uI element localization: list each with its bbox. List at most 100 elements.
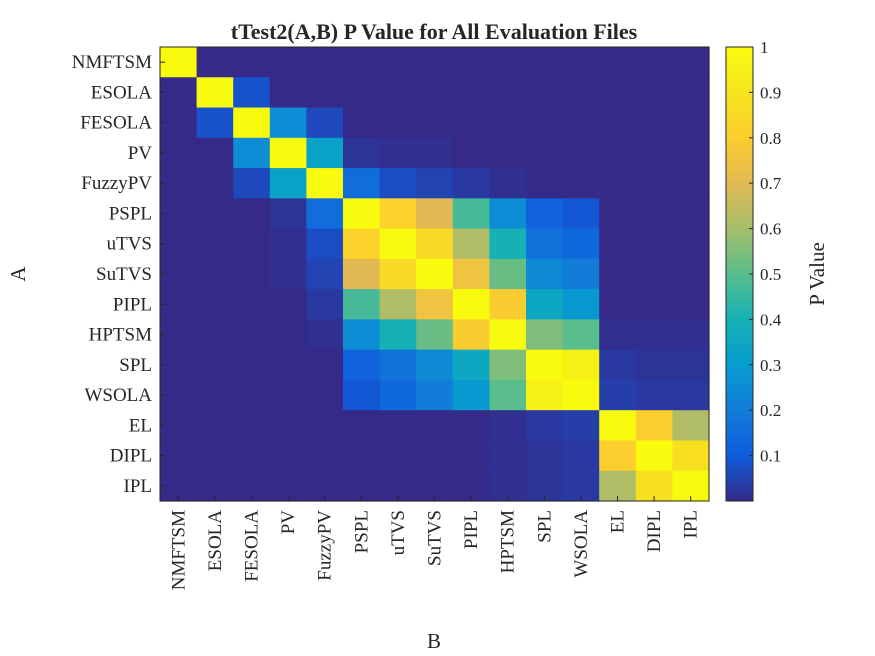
heatmap-cell-EL-PV <box>269 410 307 442</box>
y-tick-label: PV <box>128 143 153 164</box>
heatmap-cell-PSPL-SPL <box>526 198 564 230</box>
heatmap-cell-FESOLA-PV <box>269 107 307 139</box>
heatmap-cell-PSPL-WSOLA <box>562 198 600 230</box>
heatmap-cell-PIPL-SuTVS <box>416 289 454 320</box>
heatmap-cell-FuzzyPV-ESOLA <box>196 168 234 199</box>
x-tick-label: IPL <box>681 510 702 539</box>
x-tick-labels: NMFTSM ESOLA FESOLA PV FuzzyPV PSPL uTVS SuTVS P… <box>168 496 702 590</box>
x-tick-label: ESOLA <box>205 510 226 572</box>
heatmap-cell-PSPL-SuTVS <box>416 198 454 230</box>
colorbar-label: P Value <box>805 242 829 306</box>
heatmap-cell-PV-IPL <box>672 137 710 169</box>
heatmap-cell-uTVS-HPTSM <box>489 228 527 260</box>
colorbar-tick-label: 0.7 <box>760 174 782 193</box>
heatmap-cell-ESOLA-uTVS <box>379 77 417 109</box>
heatmap-cell-SuTVS-uTVS <box>379 258 417 290</box>
y-tick-labels: NMFTSM ESOLA FESOLA PV FuzzyPV PSPL uTVS SuTVS P… <box>72 52 165 497</box>
heatmap-cell-DIPL-HPTSM <box>489 440 527 472</box>
heatmap-cell-EL-DIPL <box>635 410 673 442</box>
heatmap-cell-SuTVS-IPL <box>672 258 710 290</box>
heatmap-cell-WSOLA-DIPL <box>635 379 673 411</box>
heatmap-cell-SPL-NMFTSM <box>160 349 198 381</box>
y-tick-label: FESOLA <box>80 113 152 134</box>
heatmap-cell-PV-HPTSM <box>489 137 527 169</box>
colorbar-tick-label: 0.5 <box>760 265 781 284</box>
heatmap-cell-DIPL-FESOLA <box>233 440 271 472</box>
heatmap-cell-uTVS-NMFTSM <box>160 228 198 260</box>
heatmap-cell-WSOLA-SuTVS <box>416 379 454 411</box>
heatmap-cell-SuTVS-FESOLA <box>233 258 271 290</box>
heatmap-cell-WSOLA-SPL <box>526 379 564 411</box>
heatmap-cell-PIPL-FESOLA <box>233 289 271 320</box>
heatmap-cell-HPTSM-ESOLA <box>196 319 234 351</box>
heatmap-cell-WSOLA-EL <box>599 379 637 411</box>
heatmap-cell-ESOLA-PSPL <box>343 77 381 109</box>
heatmap-cell-FuzzyPV-IPL <box>672 168 710 199</box>
heatmap-cell-PSPL-DIPL <box>635 198 673 230</box>
heatmap-cell-ESOLA-EL <box>599 77 637 109</box>
heatmap-cell-PV-FESOLA <box>233 137 271 169</box>
heatmap-cell-PIPL-uTVS <box>379 289 417 320</box>
heatmap-cell-uTVS-SPL <box>526 228 564 260</box>
heatmap-cell-NMFTSM-EL <box>599 47 637 78</box>
heatmap-cell-uTVS-FESOLA <box>233 228 271 260</box>
heatmap-cell-EL-HPTSM <box>489 410 527 442</box>
heatmap-cell-FuzzyPV-uTVS <box>379 168 417 199</box>
heatmap-cell-FuzzyPV-SPL <box>526 168 564 199</box>
heatmap-cell-SPL-IPL <box>672 349 710 381</box>
heatmap-cell-EL-IPL <box>672 410 710 442</box>
heatmap-cell-DIPL-ESOLA <box>196 440 234 472</box>
heatmap-cell-SuTVS-WSOLA <box>562 258 600 290</box>
heatmap-cell-SuTVS-HPTSM <box>489 258 527 290</box>
heatmap-cells <box>160 47 710 502</box>
y-tick-label: PIPL <box>113 294 152 315</box>
heatmap-cell-DIPL-PIPL <box>452 440 490 472</box>
y-tick-label: IPL <box>124 476 153 497</box>
heatmap-cell-FuzzyPV-PV <box>269 168 307 199</box>
colorbar <box>725 46 754 502</box>
heatmap-cell-SPL-EL <box>599 349 637 381</box>
heatmap-cell-PIPL-NMFTSM <box>160 289 198 320</box>
heatmap-cell-PSPL-IPL <box>672 198 710 230</box>
heatmap-cell-HPTSM-uTVS <box>379 319 417 351</box>
heatmap-cell-HPTSM-PIPL <box>452 319 490 351</box>
heatmap-cell-HPTSM-WSOLA <box>562 319 600 351</box>
heatmap-cell-FESOLA-uTVS <box>379 107 417 139</box>
heatmap-cell-PSPL-NMFTSM <box>160 198 198 230</box>
heatmap-cell-PV-PSPL <box>343 137 381 169</box>
heatmap-cell-FuzzyPV-WSOLA <box>562 168 600 199</box>
heatmap-cell-SuTVS-SuTVS <box>416 258 454 290</box>
heatmap-cell-EL-FuzzyPV <box>306 410 344 442</box>
heatmap-cell-NMFTSM-uTVS <box>379 47 417 78</box>
colorbar-tick-label: 0.9 <box>760 83 781 102</box>
heatmap-cell-WSOLA-FuzzyPV <box>306 379 344 411</box>
heatmap-cell-FuzzyPV-PSPL <box>343 168 381 199</box>
heatmap-cell-EL-PIPL <box>452 410 490 442</box>
chart-title: tTest2(A,B) P Value for All Evaluation F… <box>231 19 638 44</box>
y-tick-label: FuzzyPV <box>81 173 152 194</box>
x-tick-label: uTVS <box>388 510 409 555</box>
x-tick-label: FESOLA <box>242 510 263 582</box>
heatmap-cell-SuTVS-EL <box>599 258 637 290</box>
heatmap-cell-PSPL-uTVS <box>379 198 417 230</box>
heatmap-cell-SPL-PSPL <box>343 349 381 381</box>
heatmap-cell-SuTVS-SPL <box>526 258 564 290</box>
heatmap-cell-ESOLA-WSOLA <box>562 77 600 109</box>
heatmap-cell-PSPL-PIPL <box>452 198 490 230</box>
heatmap-cell-PSPL-FuzzyPV <box>306 198 344 230</box>
heatmap-cell-NMFTSM-FESOLA <box>233 47 271 78</box>
heatmap-cell-DIPL-IPL <box>672 440 710 472</box>
heatmap-cell-DIPL-uTVS <box>379 440 417 472</box>
heatmap-cell-HPTSM-FESOLA <box>233 319 271 351</box>
y-tick-label: EL <box>129 415 152 436</box>
heatmap-cell-DIPL-NMFTSM <box>160 440 198 472</box>
y-tick-label: NMFTSM <box>72 52 152 73</box>
heatmap-cell-FESOLA-SuTVS <box>416 107 454 139</box>
heatmap-cell-PIPL-DIPL <box>635 289 673 320</box>
heatmap-cell-HPTSM-HPTSM <box>489 319 527 351</box>
heatmap-cell-HPTSM-DIPL <box>635 319 673 351</box>
heatmap-cell-uTVS-PIPL <box>452 228 490 260</box>
heatmap-cell-WSOLA-uTVS <box>379 379 417 411</box>
y-axis-label: A <box>6 266 30 282</box>
heatmap-cell-SuTVS-NMFTSM <box>160 258 198 290</box>
